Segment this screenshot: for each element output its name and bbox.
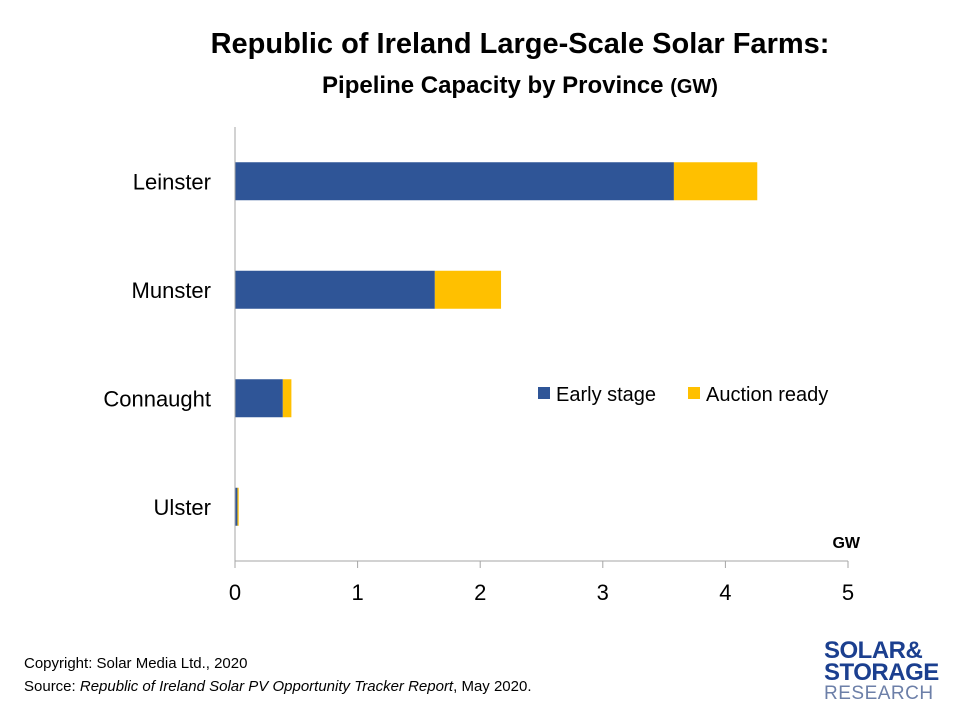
y-tick-label-connaught: Connaught: [103, 386, 211, 411]
logo-line-solar: SOLAR&: [824, 637, 923, 664]
legend-label-auction-ready: Auction ready: [706, 384, 828, 406]
source-text: Source: Republic of Ireland Solar PV Opp…: [24, 675, 532, 698]
logo-line-storage: STORAGE: [824, 659, 939, 686]
x-tick-label-4: 4: [719, 580, 731, 605]
y-tick-label-ulster: Ulster: [154, 495, 211, 520]
x-tick-label-0: 0: [229, 580, 241, 605]
legend-label-early-stage: Early stage: [556, 384, 656, 406]
bar-leinster-early-stage: [235, 162, 674, 201]
x-tick-label-3: 3: [597, 580, 609, 605]
x-tick-label-1: 1: [351, 580, 363, 605]
bar-munster-early-stage: [235, 270, 435, 309]
bar-connaught-early-stage: [235, 379, 283, 418]
logo-line-research: RESEARCH: [824, 683, 934, 704]
source-suffix: , May 2020.: [453, 678, 532, 695]
legend-swatch-early-stage: [538, 387, 550, 399]
bar-connaught-auction-ready: [282, 379, 292, 418]
footer: Copyright: Solar Media Ltd., 2020 Source…: [24, 652, 532, 698]
bar-leinster-auction-ready: [673, 162, 758, 201]
x-tick-label-2: 2: [474, 580, 486, 605]
chart-subtitle: Pipeline Capacity by Province (GW): [0, 72, 960, 100]
bar-ulster-early-stage: [235, 487, 238, 526]
chart-subtitle-text: Pipeline Capacity by Province: [322, 72, 664, 99]
bar-chart: Leinster Munster Connaught Ulster 0 1 2 3 4 5 GW Ea…: [103, 127, 861, 605]
source-report-title: Republic of Ireland Solar PV Opportunity…: [79, 678, 454, 695]
chart-title: Republic of Ireland Large-Scale Solar Fa…: [210, 28, 830, 60]
legend-swatch-auction-ready: [688, 387, 700, 399]
x-tick-label-5: 5: [842, 580, 854, 605]
copyright-text: Copyright: Solar Media Ltd., 2020: [24, 655, 248, 672]
chart-subtitle-unit: (GW): [670, 76, 718, 98]
y-tick-label-leinster: Leinster: [133, 169, 211, 194]
x-axis-label: GW: [832, 535, 860, 552]
bar-ulster-auction-ready: [237, 487, 239, 526]
source-prefix: Source:: [24, 678, 80, 695]
bar-munster-auction-ready: [434, 270, 502, 309]
solar-storage-research-logo: SOLAR& STORAGE RESEARCH: [824, 637, 954, 710]
y-tick-label-munster: Munster: [132, 278, 211, 303]
